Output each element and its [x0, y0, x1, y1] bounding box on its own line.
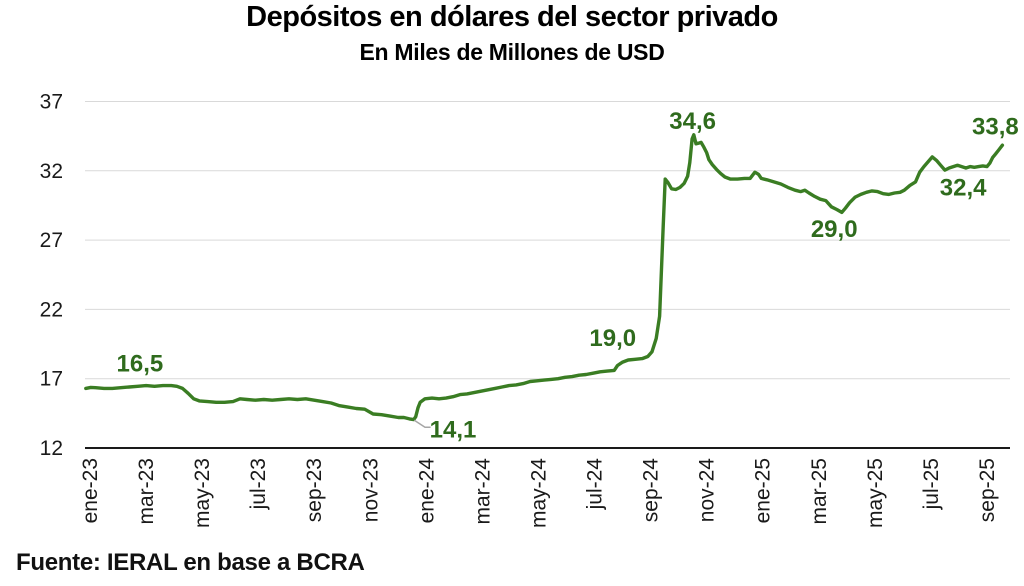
- x-tick-label: ene-25: [752, 458, 775, 523]
- chart-title: Depósitos en dólares del sector privado: [246, 1, 778, 33]
- x-tick-label: may-24: [527, 458, 550, 528]
- x-tick-label: jul-25: [920, 458, 943, 510]
- x-tick-label: nov-23: [359, 458, 382, 522]
- data-label: 29,0: [811, 216, 858, 243]
- x-tick-label: jul-24: [584, 458, 607, 511]
- data-label: 14,1: [430, 416, 477, 443]
- source-note: Fuente: IERAL en base a BCRA: [16, 549, 365, 576]
- x-tick-label: sep-24: [640, 458, 663, 523]
- x-axis-labels: ene-23 mar-23 may-23 jul-23 sep-23 nov-23 ene-…: [79, 458, 999, 528]
- data-label: 32,4: [940, 174, 987, 201]
- data-label: 34,6: [669, 108, 716, 135]
- chart-subtitle: En Miles de Millones de USD: [359, 39, 665, 65]
- data-label: 33,8: [972, 113, 1019, 140]
- x-tick-label: may-25: [864, 458, 887, 528]
- x-tick-label: may-23: [191, 458, 214, 528]
- y-tick-label: 27: [40, 229, 63, 252]
- y-tick-label: 22: [40, 298, 63, 321]
- label-leader-line: [413, 419, 431, 428]
- y-gridlines: [85, 101, 1010, 449]
- x-tick-label: sep-25: [976, 458, 999, 522]
- x-tick-label: ene-23: [79, 458, 102, 523]
- y-axis-labels: 12 17 22 27 32 37: [40, 91, 63, 461]
- x-tick-label: sep-23: [303, 458, 326, 522]
- x-tick-label: nov-24: [696, 458, 719, 523]
- y-tick-label: 12: [40, 437, 63, 460]
- x-tick-label: jul-23: [247, 458, 270, 510]
- y-tick-label: 37: [40, 91, 63, 114]
- data-label: 19,0: [589, 325, 636, 352]
- x-tick-label: mar-24: [471, 458, 494, 525]
- deposits-line-series: [84, 133, 1005, 422]
- y-tick-label: 32: [40, 160, 63, 183]
- x-tick-label: mar-25: [808, 458, 831, 525]
- data-labels: 16,5 14,1 19,0 34,6 29,0 32,4 33,8: [117, 108, 1019, 443]
- x-tick-label: mar-23: [135, 458, 158, 525]
- y-tick-label: 17: [40, 368, 63, 391]
- x-tick-label: ene-24: [415, 458, 438, 524]
- data-label: 16,5: [117, 350, 164, 377]
